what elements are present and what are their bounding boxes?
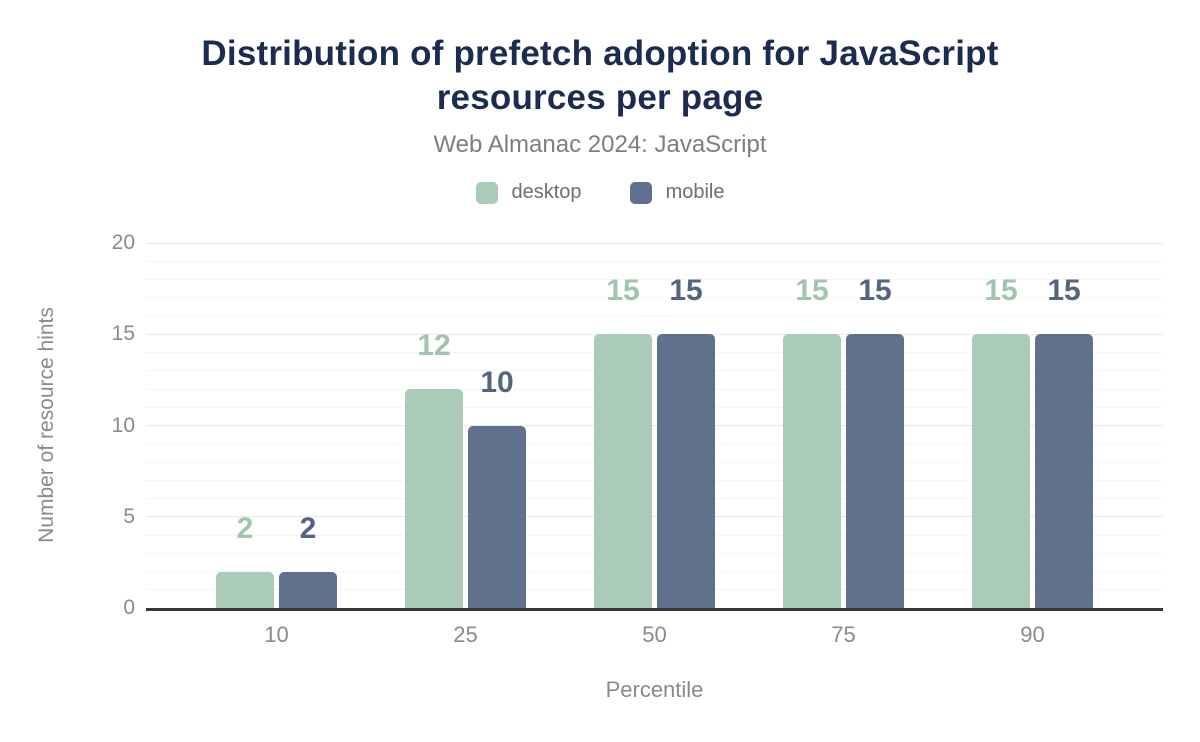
bar-value-label-desktop-p25: 12 [417, 329, 451, 362]
grid-line-minor [146, 297, 1163, 299]
x-axis-title: Percentile [605, 677, 704, 702]
grid-line-minor [146, 534, 1163, 536]
y-tick-label: 20 [111, 231, 135, 254]
chart-subtitle: Web Almanac 2024: JavaScript [433, 131, 767, 158]
grid-line-major [146, 516, 1163, 518]
bar-mobile-p50[interactable]: 15 [657, 274, 715, 608]
grid-line-minor [146, 461, 1163, 463]
x-tick-label: 75 [831, 622, 856, 647]
bar-mobile-p90[interactable]: 15 [1035, 274, 1093, 608]
grid-line-minor [146, 552, 1163, 554]
bar-group-25: 12 10 25 [371, 243, 560, 647]
grid-line-minor [146, 406, 1163, 408]
bar-groups: 2 2 10 12 10 25 15 15 50 15 15 75 15 15 90 [146, 243, 1163, 647]
grid-line-minor [146, 571, 1163, 572]
legend-label: desktop [511, 181, 582, 203]
legend-item-mobile[interactable]: mobile [629, 181, 725, 204]
bar-mobile-p10[interactable]: 2 [279, 512, 337, 608]
bar-desktop-p75[interactable]: 15 [783, 274, 841, 608]
x-tick-label: 90 [1020, 622, 1045, 647]
grid-line-major [146, 242, 1163, 244]
bar-desktop-p10[interactable]: 2 [216, 512, 274, 608]
legend-item-desktop[interactable]: desktop [475, 181, 582, 204]
grid-line-minor [146, 498, 1163, 499]
legend: desktop mobile [0, 181, 1200, 204]
bar-value-label-desktop-p75: 15 [795, 274, 829, 308]
x-tick-label: 10 [264, 622, 289, 647]
x-tick-label: 25 [453, 622, 478, 647]
bar-desktop-p50[interactable]: 15 [594, 274, 652, 608]
bar-value-label-mobile-p75: 15 [858, 274, 892, 308]
legend-swatch-mobile [629, 181, 652, 204]
y-axis-title: Number of resource hints [35, 307, 58, 543]
bar-mobile-p75[interactable]: 15 [846, 274, 904, 608]
chart-title: Distribution of prefetch adoption for Ja… [0, 32, 1200, 120]
bar-group-50: 15 15 50 [560, 243, 749, 647]
bar-value-label-mobile-p90: 15 [1047, 274, 1081, 308]
y-tick-label: 0 [123, 596, 135, 619]
y-tick-label: 10 [111, 413, 135, 437]
legend-label: mobile [665, 181, 725, 203]
grid-line-minor [146, 589, 1163, 591]
y-tick-label: 5 [123, 504, 135, 528]
bar-group-10: 2 2 10 [182, 243, 371, 647]
grid-line-minor [146, 388, 1163, 390]
chart-title-line2: resources per page [436, 78, 764, 117]
grid-line-minor [146, 260, 1163, 262]
legend-swatch-desktop [475, 181, 498, 204]
bar-value-label-mobile-p10: 2 [299, 511, 317, 545]
grid-line-minor [146, 352, 1163, 353]
bar-value-label-mobile-p50: 15 [669, 274, 703, 308]
chart-title-line1: Distribution of prefetch adoption for Ja… [201, 34, 999, 73]
grid-line-minor [146, 279, 1163, 280]
grid-line-minor [146, 479, 1163, 481]
grid-line-minor [146, 443, 1163, 445]
bar-value-label-desktop-p10: 2 [236, 511, 254, 545]
bar-desktop-p90[interactable]: 15 [972, 274, 1030, 608]
plot-area: 0 5 10 15 20 2 2 10 12 10 25 15 15 50 15 15 75 15 15 90 [112, 231, 1163, 647]
bar-value-label-desktop-p90: 15 [984, 274, 1018, 308]
grid-line-minor [146, 315, 1163, 317]
bar-desktop-p25[interactable]: 12 [405, 329, 463, 608]
bar-value-label-mobile-p25: 10 [480, 365, 514, 399]
grid-line-major [146, 425, 1163, 426]
y-tick-label: 15 [111, 322, 135, 346]
bar-value-label-desktop-p50: 15 [606, 274, 640, 308]
grid-line-minor [146, 370, 1163, 372]
bar-mobile-p25[interactable]: 10 [468, 366, 526, 608]
bar-group-90: 15 15 90 [938, 243, 1127, 647]
grid-line-major [146, 333, 1163, 335]
bar-group-75: 15 15 75 [749, 243, 938, 647]
x-tick-label: 50 [642, 622, 667, 647]
